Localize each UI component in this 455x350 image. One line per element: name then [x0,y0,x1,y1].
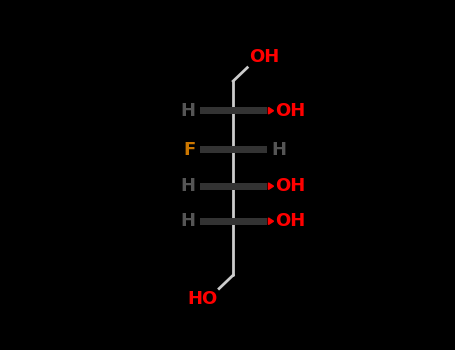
Polygon shape [268,183,273,189]
Text: H: H [181,212,196,230]
Bar [200,218,233,225]
Text: F: F [183,141,196,159]
Text: OH: OH [275,177,306,195]
Text: H: H [181,102,196,120]
Polygon shape [268,107,273,114]
Text: HO: HO [187,290,217,308]
Bar [200,107,233,114]
Bar [200,146,233,153]
Bar [233,107,267,114]
Text: OH: OH [275,102,306,120]
Bar [200,183,233,190]
Text: OH: OH [249,48,279,66]
Bar [233,146,267,153]
Bar [233,218,267,225]
Text: H: H [181,177,196,195]
Polygon shape [268,218,273,224]
Text: OH: OH [275,212,306,230]
Bar [233,183,267,190]
Text: H: H [271,141,286,159]
